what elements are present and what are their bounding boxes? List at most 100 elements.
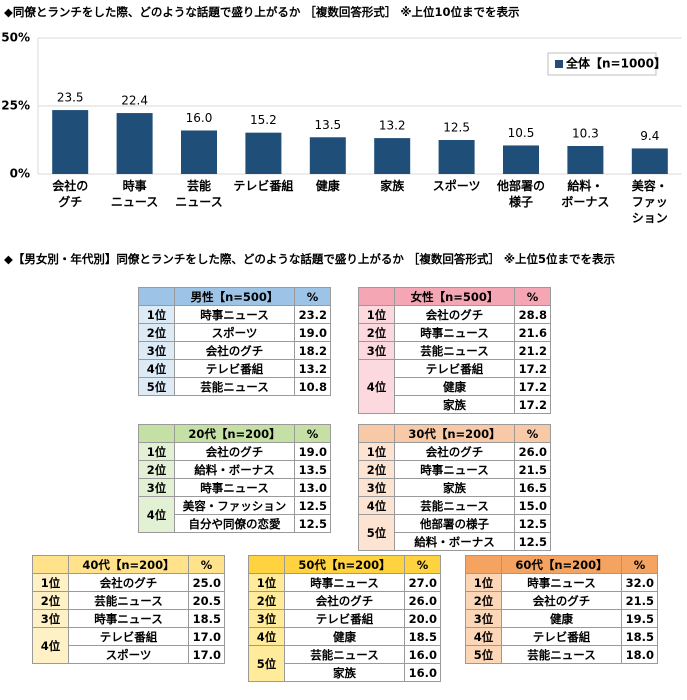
item: 会社のグチ [68,573,189,592]
x-tick-label: 他部署の様子 [496,178,545,209]
item: 家族 [284,663,405,682]
x-tick-label: 給料・ボーナス [561,178,609,209]
chart-title: ◆同僚とランチをした際、どのような話題で盛り上がるか ［複数回答形式］ ※上位1… [4,5,520,19]
row: 3位 時事ニュース 13.0 [138,478,331,497]
x-tick-label: スポーツ [433,178,481,193]
x-tick-label: 家族 [380,178,405,193]
header-cell [465,555,502,574]
value: 18.5 [188,609,225,628]
header-cell [358,424,395,443]
value-label: 15.2 [250,113,277,127]
value: 10.8 [294,377,331,396]
value-label: 13.5 [314,118,341,132]
row: 3位 会社のグチ 18.2 [138,341,331,360]
row: 4位 テレビ番組 13.2 [138,359,331,378]
value: 28.8 [514,305,551,324]
bar [116,113,153,174]
bar [374,138,411,174]
value-label: 12.5 [443,121,470,135]
row: 2位 芸能ニュース 20.5 [32,591,225,610]
row: 1位 会社のグチ 25.0 [32,573,225,592]
item: 給料・ボーナス [174,460,295,479]
row: 3位 家族 16.5 [358,478,551,497]
value: 23.2 [294,305,331,324]
x-tick-label: テレビ番組 [233,178,293,193]
item: 給料・ボーナス [394,532,515,551]
header-unit: % [294,287,331,306]
item: 会社のグチ [174,442,295,461]
rank: 4位 [465,627,502,646]
rank: 3位 [138,341,175,360]
item: 芸能ニュース [394,496,515,515]
value: 17.2 [514,377,551,396]
row: 2位 会社のグチ 21.5 [465,591,658,610]
item: 家族 [394,478,515,497]
header-label: 40代【n=200】 [68,555,189,574]
value: 25.0 [188,573,225,592]
row: 1位 会社のグチ 28.8 [358,305,551,324]
value-label: 9.4 [640,129,659,143]
item: 美容・ファッション [174,496,295,515]
row: 健康 17.2 [359,377,551,396]
value: 18.5 [621,627,658,646]
value: 15.0 [514,496,551,515]
header-cell [358,287,395,306]
value: 21.2 [514,341,551,360]
value: 21.5 [514,460,551,479]
header-label: 20代【n=200】 [174,424,295,443]
value: 16.5 [514,478,551,497]
x-tick-label: 時事ニュース [111,178,158,209]
item: 芸能ニュース [501,645,622,664]
x-tick-label: 健康 [316,178,341,193]
row: 3位 テレビ番組 20.0 [248,609,441,628]
item: テレビ番組 [284,609,405,628]
value: 17.0 [188,645,225,664]
header-row: 60代【n=200】% [465,555,658,574]
value: 19.0 [294,442,331,461]
bar [503,145,539,174]
value: 18.2 [294,341,331,360]
item: 会社のグチ [394,442,515,461]
row: 4位 テレビ番組 18.5 [465,627,658,646]
value: 13.0 [294,478,331,497]
row: スポーツ 17.0 [33,645,225,664]
item: 会社のグチ [174,341,295,360]
bar [631,148,668,174]
item: テレビ番組 [394,359,515,378]
item: 芸能ニュース [394,341,515,360]
value: 13.5 [294,460,331,479]
y-tick-label: 25% [1,99,30,113]
rank: 4位 [248,627,285,646]
value: 17.2 [514,359,551,378]
value-label: 23.5 [57,91,84,105]
legend-swatch [555,60,563,68]
chart: 0% 25% 50% 23.5 会社のグチ 22.4 時事ニュース 16.0 芸能ニュース 15.… [1,31,682,225]
header-unit: % [514,287,551,306]
header-unit: % [188,555,225,574]
rank: 2位 [138,460,175,479]
row: 3位 時事ニュース 18.5 [32,609,225,628]
row: 1位 会社のグチ 19.0 [138,442,331,461]
rank: 3位 [138,478,175,497]
rank: 3位 [358,478,395,497]
legend-box [547,52,657,76]
header-row: 50代【n=200】% [248,555,441,574]
header-unit: % [621,555,658,574]
row: 4位 テレビ番組 17.0 [32,627,225,664]
value: 13.2 [294,359,331,378]
value-label: 22.4 [121,94,148,108]
rank: 5位 [358,514,395,551]
row: 5位 他部署の様子 12.5 [358,514,551,551]
item: 時事ニュース [501,573,622,592]
value: 17.0 [188,627,225,646]
row: 2位 時事ニュース 21.5 [358,460,551,479]
value: 21.5 [621,591,658,610]
rank: 5位 [465,645,502,664]
header-row: 男性【n=500】% [138,287,331,306]
value: 19.5 [621,609,658,628]
section-title: ◆【男女別・年代別】同僚とランチをした際、どのような話題で盛り上がるか ［複数回… [4,252,616,266]
ranking-table: 50代【n=200】% 1位 時事ニュース 27.0 2位 会社のグチ 26.0 3位 テレビ番… [248,555,441,682]
header-cell [138,287,175,306]
value: 26.0 [404,591,441,610]
bar [52,110,89,174]
